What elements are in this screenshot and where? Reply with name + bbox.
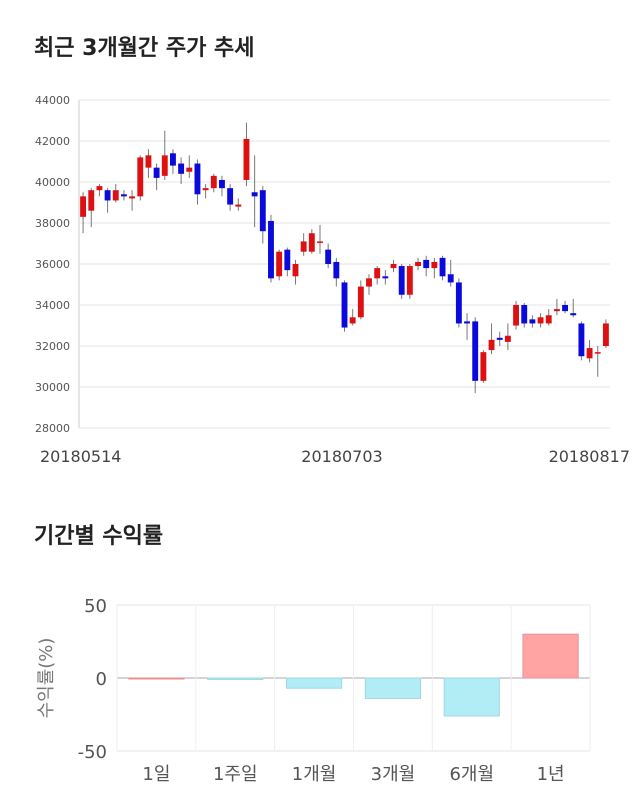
y-tick-label: 32000 xyxy=(35,340,70,353)
candle-body xyxy=(349,317,356,324)
candle-body xyxy=(308,233,315,252)
candle-body xyxy=(586,348,593,359)
candle-body xyxy=(578,323,585,357)
candle-body xyxy=(153,167,160,178)
candle-body xyxy=(112,190,119,201)
candle-body xyxy=(431,261,438,269)
candle-body xyxy=(439,257,446,277)
candle-body xyxy=(88,190,95,211)
candle-body xyxy=(194,163,201,195)
candle-body xyxy=(472,321,479,381)
candle-body xyxy=(104,190,111,201)
candle-body xyxy=(455,282,462,324)
return-bar xyxy=(364,677,422,699)
candle-body xyxy=(96,186,103,191)
candle-body xyxy=(268,220,274,279)
y-tick-label: -50 xyxy=(78,742,107,763)
candle-body xyxy=(529,319,536,324)
candle-body xyxy=(406,266,413,295)
y-axis-title: 수익률(%) xyxy=(36,638,57,719)
category-label: 3개월 xyxy=(371,764,416,785)
candle-body xyxy=(80,196,87,217)
y-tick-label: 44000 xyxy=(35,94,70,107)
x-tick-label: 20180817 xyxy=(549,447,630,466)
period-return-title: 기간별 수익률 xyxy=(34,524,164,549)
category-label: 1주일 xyxy=(213,764,258,785)
candle-body xyxy=(243,138,250,180)
candle-body xyxy=(496,337,503,340)
return-bar xyxy=(285,677,343,689)
x-tick-label: 20180514 xyxy=(40,447,121,466)
return-bar xyxy=(443,677,500,717)
candle-body xyxy=(292,264,299,277)
y-tick-label: 38000 xyxy=(35,217,70,230)
candle-body xyxy=(317,241,323,243)
price-trend-title: 최근 3개월간 주가 추세 xyxy=(34,36,255,61)
candle-body xyxy=(120,194,127,197)
candle-body xyxy=(374,268,381,279)
candle-body xyxy=(390,264,397,269)
y-tick-label: 50 xyxy=(84,596,107,617)
category-label: 1개월 xyxy=(292,764,337,785)
y-tick-label: 36000 xyxy=(35,258,70,271)
candle-body xyxy=(235,204,242,207)
candle-body xyxy=(545,315,552,324)
x-tick-label: 20180703 xyxy=(301,447,382,466)
category-label: 1일 xyxy=(142,764,170,785)
category-label: 6개월 xyxy=(449,764,494,785)
y-tick-label: 30000 xyxy=(35,381,70,394)
y-tick-label: 0 xyxy=(96,669,107,690)
candle-body xyxy=(562,305,569,312)
candle-body xyxy=(513,305,519,326)
candle-body xyxy=(423,259,430,269)
category-label: 1년 xyxy=(537,764,565,785)
candle-body xyxy=(553,309,560,312)
y-tick-label: 42000 xyxy=(35,135,70,148)
y-tick-label: 34000 xyxy=(35,299,70,312)
return-bar xyxy=(207,677,264,680)
return-bar-chart: 50 0 -50 1일 1주일 1개월 3개월 6개월 1년 수익률(%) xyxy=(36,596,591,785)
candle-body xyxy=(284,249,291,271)
candle-body xyxy=(366,278,372,287)
candle-body xyxy=(145,155,152,168)
candle-body xyxy=(480,352,487,381)
candle-body xyxy=(594,352,601,354)
return-bar xyxy=(522,633,579,679)
candle-body xyxy=(464,321,470,324)
candle-body xyxy=(219,179,225,189)
candle-body xyxy=(570,313,577,316)
candle-body xyxy=(398,266,405,295)
candle-body xyxy=(333,261,340,279)
candle-body xyxy=(227,188,234,205)
candle-body xyxy=(251,192,258,197)
candle-body xyxy=(341,282,348,328)
candle-body xyxy=(178,163,185,174)
y-tick-label: 28000 xyxy=(35,422,70,435)
candle-body xyxy=(161,155,168,176)
candle-body xyxy=(447,274,454,283)
candle-body xyxy=(202,188,209,191)
candle-body xyxy=(521,305,528,324)
candle-body xyxy=(415,261,421,267)
candle-body xyxy=(300,241,307,252)
candle-body xyxy=(357,286,364,318)
candle-body xyxy=(488,339,495,351)
candle-body xyxy=(259,190,266,232)
candle-body xyxy=(504,335,511,342)
candle-body xyxy=(137,157,144,197)
candle-body xyxy=(537,317,544,324)
candle-body xyxy=(602,323,609,346)
candle-body xyxy=(325,249,332,264)
candle-body xyxy=(129,196,136,199)
candle-body xyxy=(170,153,176,166)
y-tick-label: 40000 xyxy=(35,176,70,189)
candle-body xyxy=(382,276,389,279)
candle-body xyxy=(186,167,193,172)
return-bar xyxy=(128,677,185,680)
candle-body xyxy=(210,175,217,189)
candle-body xyxy=(276,251,283,277)
candlestick-chart: 44000 42000 40000 38000 36000 34000 32000 30000… xyxy=(35,94,630,466)
